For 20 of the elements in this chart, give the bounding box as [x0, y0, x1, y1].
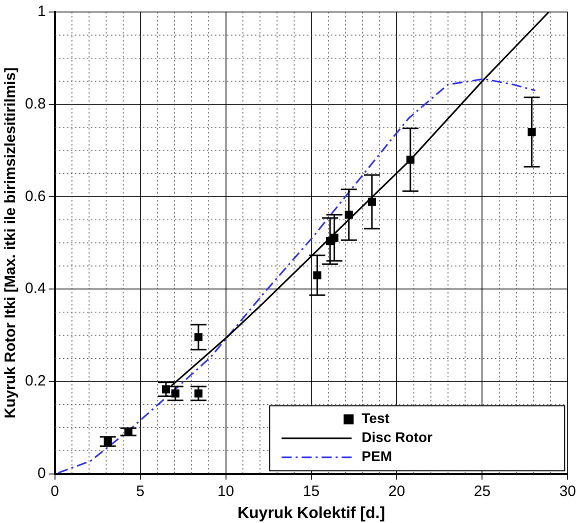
- y-tick-label: 1: [38, 3, 46, 20]
- legend-label: Disc Rotor: [362, 429, 433, 446]
- y-tick-label: 0.8: [24, 96, 46, 112]
- x-tick-label: 5: [136, 482, 144, 500]
- point: [313, 271, 322, 280]
- y-tick-label: 0.6: [24, 188, 46, 205]
- x-tick-label: 10: [217, 482, 234, 500]
- x-tick-label: 25: [474, 482, 491, 500]
- x-tick-label: 0: [50, 482, 60, 500]
- y-tick-label: 0.4: [24, 280, 46, 298]
- x-tick-label: 20: [388, 482, 406, 500]
- y-tick-label: 0: [38, 464, 46, 482]
- y-tick-label: 0.2: [24, 372, 46, 390]
- x-tick-label: 30: [559, 482, 576, 500]
- legend-label: Test: [362, 410, 390, 426]
- y-axis-title: Kuyruk Rotor Itki [Max. itki ile birimsizlesitirilmis]: [2, 67, 20, 418]
- x-tick-label: 15: [302, 482, 320, 500]
- line-series: [57, 78, 536, 474]
- x-axis-title: Kuyruk Kolektif [d.]: [237, 504, 386, 522]
- legend-label: PEM: [362, 448, 392, 464]
